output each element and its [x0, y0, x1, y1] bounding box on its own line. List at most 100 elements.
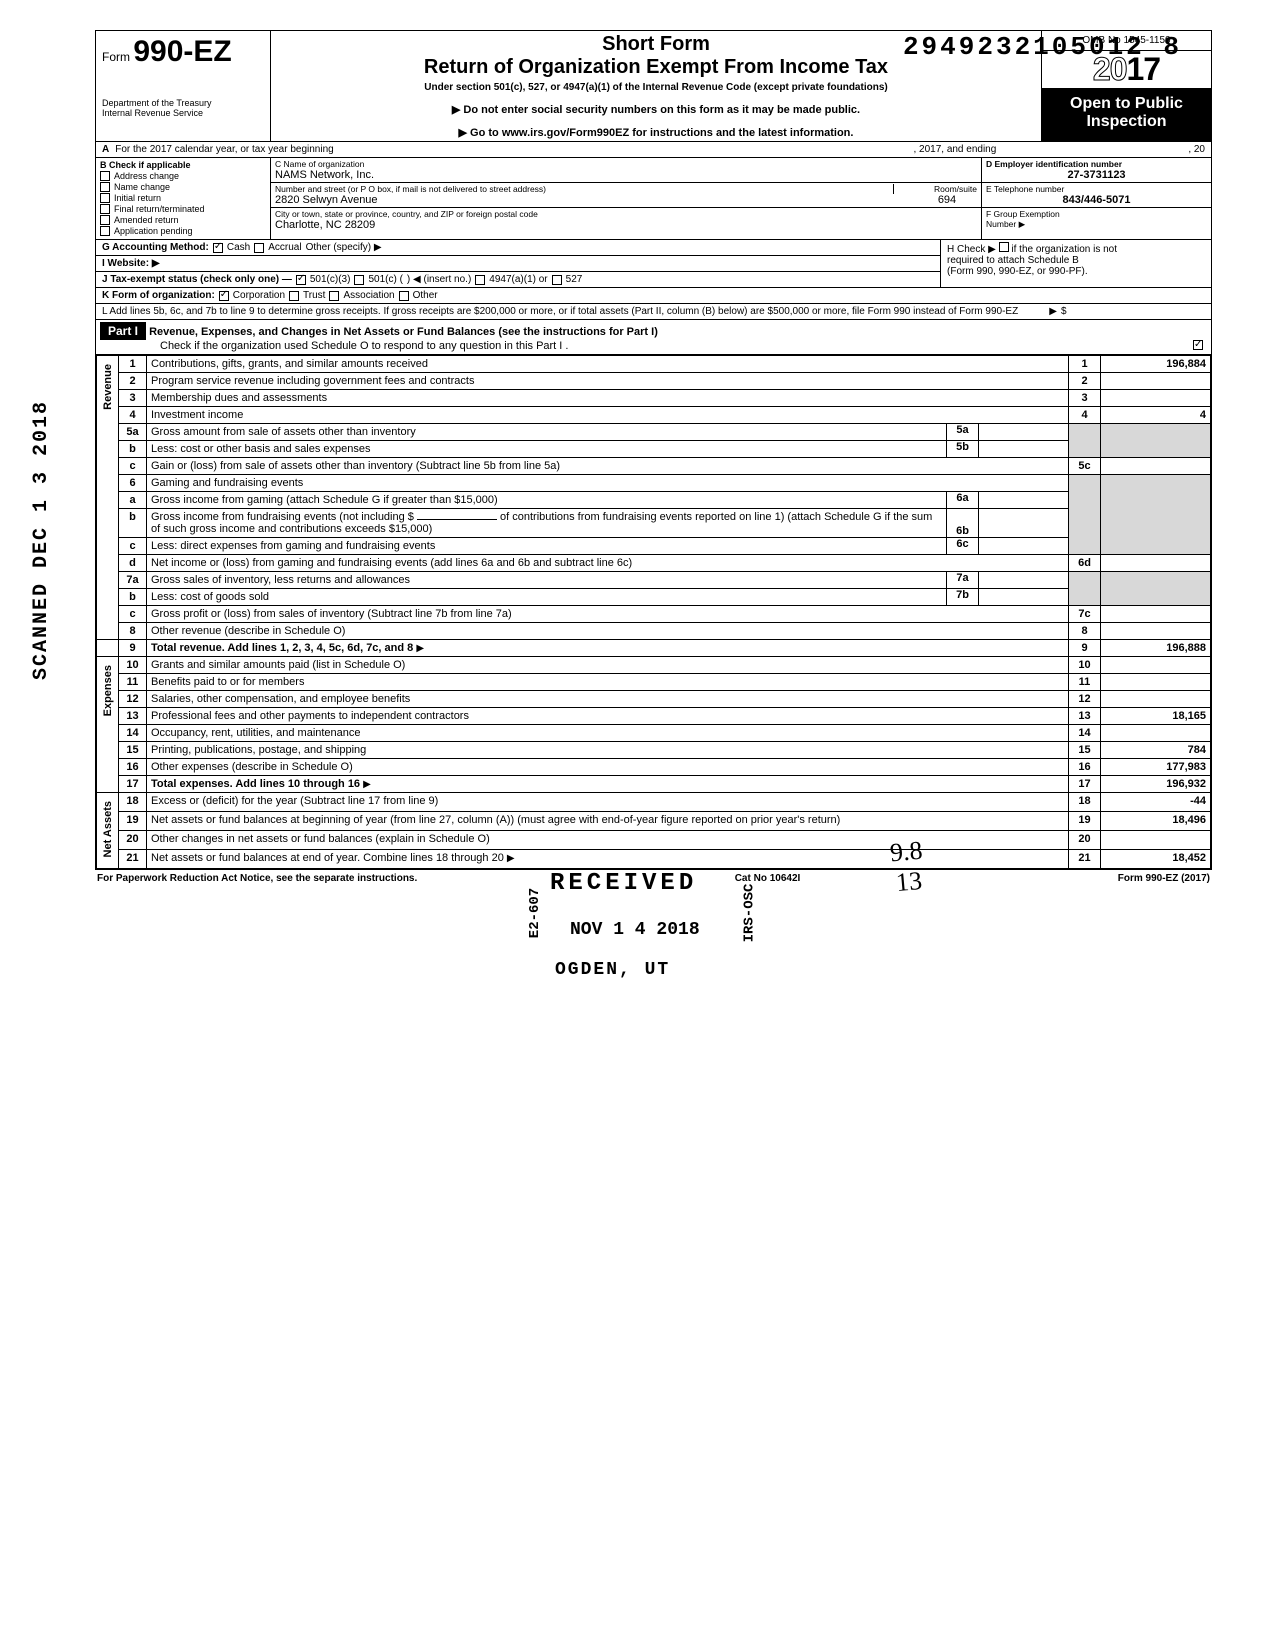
label-a: A — [102, 144, 109, 155]
section-revenue: Revenue — [102, 358, 114, 416]
ln5c-text: Gain or (loss) from sale of assets other… — [147, 458, 1069, 475]
chk-trust[interactable] — [289, 291, 299, 301]
chk-name-change[interactable] — [100, 182, 110, 192]
ln12-rn: 12 — [1069, 691, 1101, 708]
ln7a-text: Gross sales of inventory, less returns a… — [147, 572, 946, 588]
scanned-stamp: SCANNED DEC 1 3 2018 — [30, 400, 53, 680]
ln6c-sn: 6c — [946, 538, 978, 554]
l-dollar: $ — [1061, 306, 1091, 317]
ln9-num: 9 — [119, 640, 147, 657]
col-d-ein-phone: D Employer identification number 27-3731… — [981, 158, 1211, 239]
chk-4947a1[interactable] — [475, 275, 485, 285]
ln5c-rn: 5c — [1069, 458, 1101, 475]
lbl-association: Association — [343, 290, 394, 301]
ln6c-num: c — [119, 538, 147, 555]
handwritten-1: 9.8 — [888, 836, 923, 869]
chk-final-return[interactable] — [100, 204, 110, 214]
dln-number: 2949232105012 8 — [903, 32, 1182, 62]
g-accounting-label: G Accounting Method: — [102, 242, 209, 253]
l-arrow: ▶ — [1049, 306, 1057, 317]
col-c-name-address: C Name of organization NAMS Network, Inc… — [271, 158, 981, 239]
row-a-text3: , 20 — [1188, 144, 1205, 155]
chk-address-change[interactable] — [100, 171, 110, 181]
ln15-val: 784 — [1101, 742, 1211, 759]
ln6d-text: Net income or (loss) from gaming and fun… — [147, 555, 1069, 572]
part-i-table: Revenue 1 Contributions, gifts, grants, … — [96, 355, 1211, 869]
chk-amended-return[interactable] — [100, 215, 110, 225]
ln12-val — [1101, 691, 1211, 708]
ln2-rn: 2 — [1069, 373, 1101, 390]
chk-association[interactable] — [329, 291, 339, 301]
ln5c-num: c — [119, 458, 147, 475]
col-b-checkboxes: B Check if applicable Address change Nam… — [96, 158, 271, 239]
chk-schedule-o-used[interactable] — [1193, 340, 1203, 350]
ln13-rn: 13 — [1069, 708, 1101, 725]
chk-other-org[interactable] — [399, 291, 409, 301]
ln6a-text: Gross income from gaming (attach Schedul… — [147, 492, 946, 508]
h-check-label: H Check ▶ — [947, 244, 996, 255]
lbl-initial-return: Initial return — [114, 193, 161, 203]
goto-link: ▶ Go to www.irs.gov/Form990EZ for instru… — [277, 126, 1035, 139]
ln8-num: 8 — [119, 623, 147, 640]
chk-schedule-b[interactable] — [999, 242, 1009, 252]
ln7c-val — [1101, 606, 1211, 623]
ln9-text: Total revenue. Add lines 1, 2, 3, 4, 5c,… — [151, 642, 413, 654]
phone-label: E Telephone number — [986, 184, 1207, 194]
ln20-text: Other changes in net assets or fund bala… — [147, 831, 1069, 850]
ln10-val — [1101, 657, 1211, 674]
ln5a-num: 5a — [119, 424, 147, 441]
ln7c-text: Gross profit or (loss) from sales of inv… — [147, 606, 1069, 623]
lbl-accrual: Accrual — [268, 242, 301, 253]
lbl-insert-no: ) ◀ (insert no.) — [407, 274, 471, 285]
section-netassets: Net Assets — [102, 795, 114, 863]
ln16-rn: 16 — [1069, 759, 1101, 776]
footer-left: For Paperwork Reduction Act Notice, see … — [97, 873, 417, 884]
ln19-num: 19 — [119, 812, 147, 831]
chk-corporation[interactable] — [219, 291, 229, 301]
ln12-text: Salaries, other compensation, and employ… — [147, 691, 1069, 708]
chk-501c[interactable] — [354, 275, 364, 285]
ln3-val — [1101, 390, 1211, 407]
chk-527[interactable] — [552, 275, 562, 285]
room-label: Room/suite — [934, 184, 977, 194]
lbl-501c3: 501(c)(3) — [310, 274, 351, 285]
ln18-val: -44 — [1101, 793, 1211, 812]
ln6a-num: a — [119, 492, 147, 509]
ln11-val — [1101, 674, 1211, 691]
room-value: 694 — [917, 194, 977, 206]
chk-501c3[interactable] — [296, 275, 306, 285]
inspect-line2: Inspection — [1044, 113, 1209, 131]
ln10-text: Grants and similar amounts paid (list in… — [147, 657, 1069, 674]
h-text3: required to attach Schedule B — [947, 255, 1205, 266]
ln4-val: 4 — [1101, 407, 1211, 424]
ln12-num: 12 — [119, 691, 147, 708]
part-i-label: Part I — [100, 322, 146, 340]
ln17-rn: 17 — [1069, 776, 1101, 793]
footer-form-ref: Form 990-EZ (2017) — [1118, 873, 1210, 884]
chk-application-pending[interactable] — [100, 226, 110, 236]
ln11-num: 11 — [119, 674, 147, 691]
b-header: B Check if applicable — [100, 160, 266, 170]
entity-info-block: B Check if applicable Address change Nam… — [96, 158, 1211, 240]
chk-accrual[interactable] — [254, 243, 264, 253]
ln7b-text: Less: cost of goods sold — [147, 589, 946, 605]
ln21-text: Net assets or fund balances at end of ye… — [151, 852, 504, 864]
row-a-tax-year: A For the 2017 calendar year, or tax yea… — [96, 142, 1211, 158]
ln6d-val — [1101, 555, 1211, 572]
ssn-warning: ▶ Do not enter social security numbers o… — [277, 103, 1035, 116]
addr-label: Number and street (or P O box, if mail i… — [275, 184, 977, 194]
ln19-rn: 19 — [1069, 812, 1101, 831]
ln5c-val — [1101, 458, 1211, 475]
chk-initial-return[interactable] — [100, 193, 110, 203]
stamp-irs-osc: IRS-OSC — [741, 884, 757, 943]
ln1-val: 196,884 — [1101, 356, 1211, 373]
ln6-num: 6 — [119, 475, 147, 492]
ln10-num: 10 — [119, 657, 147, 674]
ln19-text: Net assets or fund balances at beginning… — [147, 812, 1069, 831]
ln6c-text: Less: direct expenses from gaming and fu… — [147, 538, 946, 554]
ln15-num: 15 — [119, 742, 147, 759]
lbl-corporation: Corporation — [233, 290, 285, 301]
lbl-address-change: Address change — [114, 171, 179, 181]
row-a-text2: , 2017, and ending — [913, 144, 996, 155]
chk-cash[interactable] — [213, 243, 223, 253]
